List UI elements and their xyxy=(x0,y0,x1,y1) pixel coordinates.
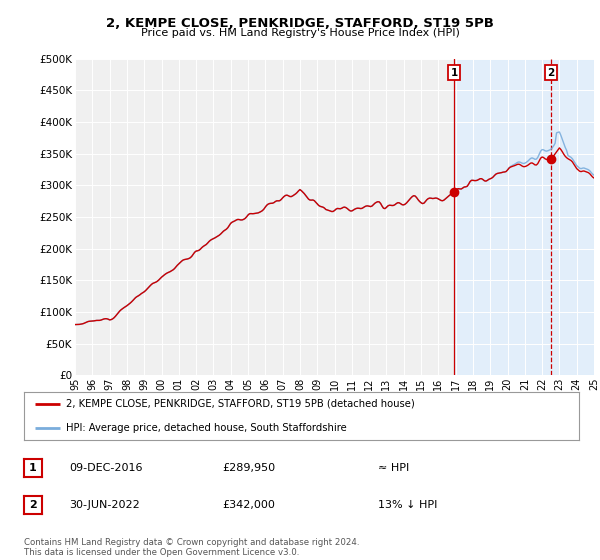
Text: 30-JUN-2022: 30-JUN-2022 xyxy=(69,500,140,510)
Text: £289,950: £289,950 xyxy=(222,463,275,473)
Text: 2, KEMPE CLOSE, PENKRIDGE, STAFFORD, ST19 5PB: 2, KEMPE CLOSE, PENKRIDGE, STAFFORD, ST1… xyxy=(106,17,494,30)
Text: 1: 1 xyxy=(29,463,37,473)
Text: 2, KEMPE CLOSE, PENKRIDGE, STAFFORD, ST19 5PB (detached house): 2, KEMPE CLOSE, PENKRIDGE, STAFFORD, ST1… xyxy=(65,399,415,409)
Text: HPI: Average price, detached house, South Staffordshire: HPI: Average price, detached house, Sout… xyxy=(65,423,346,433)
Text: 2: 2 xyxy=(29,500,37,510)
Text: 09-DEC-2016: 09-DEC-2016 xyxy=(69,463,143,473)
Text: 2: 2 xyxy=(547,68,554,78)
Text: Price paid vs. HM Land Registry's House Price Index (HPI): Price paid vs. HM Land Registry's House … xyxy=(140,28,460,38)
Bar xyxy=(454,59,594,375)
Text: Contains HM Land Registry data © Crown copyright and database right 2024.
This d: Contains HM Land Registry data © Crown c… xyxy=(24,538,359,557)
Text: £342,000: £342,000 xyxy=(222,500,275,510)
Text: 13% ↓ HPI: 13% ↓ HPI xyxy=(378,500,437,510)
Text: ≈ HPI: ≈ HPI xyxy=(378,463,409,473)
Text: 1: 1 xyxy=(451,68,458,78)
